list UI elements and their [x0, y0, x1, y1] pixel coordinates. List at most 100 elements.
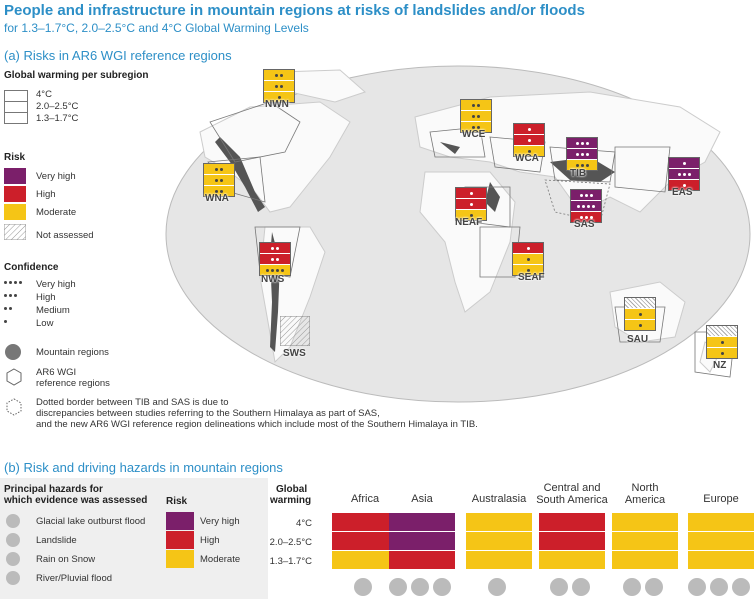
panel-b-swatch-very-high [166, 512, 194, 530]
region-box-sas [570, 189, 602, 223]
region-label-nws: NWS [261, 274, 285, 285]
confidence-dot [477, 125, 480, 129]
note-line-1: Dotted border between TIB and SAS is due… [36, 397, 229, 408]
region-outline-seaf [479, 226, 521, 278]
confidence-dot [277, 95, 281, 99]
gw-column-title-2: warming [270, 495, 312, 506]
alps [440, 142, 460, 154]
column-header-line1: North [631, 482, 659, 494]
region-box-nws [259, 242, 291, 276]
confidence-dots-very-high [4, 281, 22, 284]
region-level-row [707, 326, 737, 337]
confidence-dot [584, 215, 588, 219]
region-box-nz [706, 325, 738, 359]
region-label-tib: TIB [570, 168, 587, 179]
confidence-label-medium: Medium [36, 305, 70, 316]
region-label-eas: EAS [672, 187, 693, 198]
confidence-dot [472, 114, 475, 118]
risk-legend-title: Risk [4, 152, 26, 163]
ar6-label-1: AR6 WGI [36, 367, 77, 378]
column-header: Central and South America [532, 482, 612, 506]
ar6-hexagon-swatch [6, 368, 22, 386]
confidence-dot [585, 152, 589, 156]
sws-hatch-box [280, 316, 310, 346]
column-header-line1: Central and [543, 482, 601, 494]
region-level-row [456, 188, 486, 199]
mountain-swatch [5, 344, 21, 360]
row-label-1c: 1.3–1.7°C [269, 556, 312, 567]
ar6-label-2: reference regions [36, 378, 110, 389]
confidence-dot [720, 340, 724, 344]
region-level-row [260, 243, 290, 254]
rocky-mountains [215, 137, 265, 212]
column-header: North America [605, 482, 685, 506]
confidence-dot [527, 138, 531, 142]
hazard-label-landslide: Landslide [36, 535, 77, 546]
confidence-dot [638, 312, 642, 316]
hazard-label-glof: Glacial lake outburst flood [36, 516, 146, 527]
risk-swatch-very-high [4, 168, 26, 184]
landslide-icon [6, 533, 20, 547]
glof-icon [550, 578, 568, 596]
confidence-dot [276, 257, 279, 261]
river-flood-icon [6, 571, 20, 585]
region-level-row [669, 180, 699, 190]
risk-cell [612, 551, 678, 569]
confidence-dot [682, 161, 686, 165]
column-header-line1: Australasia [471, 493, 527, 505]
confidence-dot [281, 268, 284, 272]
confidence-dot [575, 152, 579, 156]
confidence-dot [526, 268, 530, 272]
risk-label-very-high: Very high [36, 171, 76, 182]
gw-legend-title: Global warming per subregion [4, 70, 149, 81]
confidence-dot [577, 204, 580, 208]
region-box-tib [566, 137, 598, 171]
panel-b-swatch-high [166, 531, 194, 549]
region-level-row [264, 70, 294, 81]
panel-b-label-very-high: Very high [200, 516, 240, 527]
region-level-row [264, 81, 294, 92]
glof-icon [6, 514, 20, 528]
confidence-dot [215, 178, 218, 182]
region-label-wca: WCA [515, 153, 539, 164]
row-label-4c: 4°C [296, 518, 312, 529]
risk-cell [332, 513, 398, 531]
column-header: Australasia [459, 493, 539, 505]
region-level-row [567, 160, 597, 170]
region-level-row [461, 100, 491, 111]
confidence-dot [638, 323, 642, 327]
confidence-dot [527, 149, 531, 153]
confidence-dot [589, 193, 593, 197]
region-level-row [669, 158, 699, 169]
region-box-wca [513, 123, 545, 157]
risk-cell [688, 513, 754, 531]
risk-cell [389, 513, 455, 531]
gw-label-2c: 2.0–2.5°C [36, 101, 79, 112]
confidence-dot [220, 189, 223, 193]
region-level-row [625, 309, 655, 320]
river-flood-icon [488, 578, 506, 596]
region-level-row [625, 298, 655, 309]
risk-swatch-high [4, 186, 26, 202]
rain-on-snow-icon [688, 578, 706, 596]
risk-cell [539, 551, 605, 569]
river-flood-icon [354, 578, 372, 596]
region-level-row [567, 138, 597, 149]
landslide-icon [411, 578, 429, 596]
region-level-row [204, 164, 234, 175]
hazard-label-rain-on-snow: Rain on Snow [36, 554, 96, 565]
confidence-dot [280, 73, 283, 77]
region-level-row [260, 265, 290, 275]
confidence-dots-medium [4, 307, 12, 310]
column-header-line2: South America [536, 494, 608, 506]
panel-b-label-moderate: Moderate [200, 554, 241, 565]
risk-cell [612, 513, 678, 531]
risk-cell [612, 532, 678, 550]
region-outline-nws [254, 226, 301, 278]
landslide-icon [572, 578, 590, 596]
region-level-row [514, 146, 544, 156]
risk-cell [539, 513, 605, 531]
rain-on-snow-icon [6, 552, 20, 566]
region-box-neaf [455, 187, 487, 221]
ethiopian-highlands [485, 182, 500, 212]
